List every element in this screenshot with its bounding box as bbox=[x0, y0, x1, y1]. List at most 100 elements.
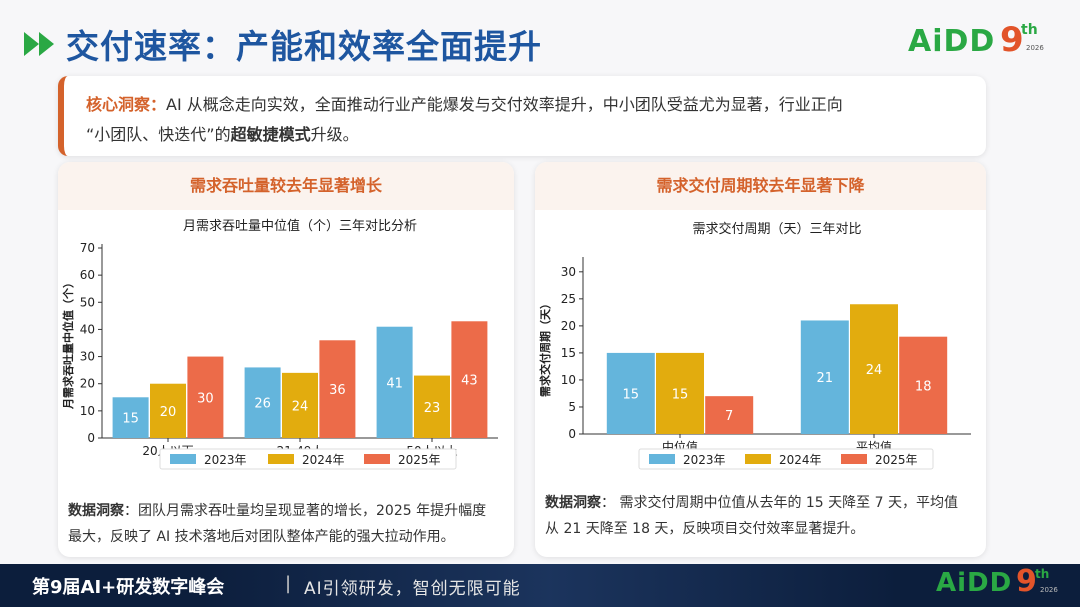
bar bbox=[414, 375, 450, 438]
event-name: 第9届AI+研发数字峰会 bbox=[32, 577, 225, 598]
throughput-card: 需求吞吐量较去年显著增长 月需求吞吐量中位值（个）三年对比分析月需求吞吐量中位值… bbox=[58, 162, 514, 557]
y-tick-label: 70 bbox=[80, 241, 95, 255]
bar bbox=[656, 352, 704, 434]
legend-label: 2024年 bbox=[302, 453, 345, 467]
bar bbox=[150, 383, 186, 438]
footer-separator: | bbox=[285, 573, 292, 594]
legend-label: 2024年 bbox=[779, 453, 822, 467]
logo-nine: 9 bbox=[1016, 564, 1037, 599]
footer-banner: 第9届AI+研发数字峰会 | AI引领研发，智创无限可能 AiDD 9 th 2… bbox=[0, 564, 1080, 607]
throughput-note-line-1: 数据洞察：团队月需求吞吐量均呈现显著的增长，2025 年提升幅度 bbox=[68, 498, 486, 524]
legend-swatch bbox=[170, 454, 196, 464]
logo-text: AiDD bbox=[908, 24, 996, 59]
note-text-2: 最大，反映了 AI 技术落地后对团队整体产能的强大拉动作用。 bbox=[68, 529, 455, 545]
chart-title: 需求交付周期（天）三年对比 bbox=[692, 221, 861, 237]
footer-aidd-logo: AiDD 9 th 2026 bbox=[936, 564, 1066, 604]
aidd-logo: AiDD 9 th 2026 bbox=[908, 20, 1054, 60]
double-arrow-icon bbox=[24, 32, 54, 56]
bar bbox=[899, 336, 948, 434]
legend-label: 2025年 bbox=[875, 453, 918, 467]
y-tick-label: 10 bbox=[561, 373, 576, 387]
bar-data-label: 24 bbox=[292, 399, 309, 414]
insight-text-2a: “小团队、快迭代”的 bbox=[86, 125, 231, 144]
bar bbox=[282, 372, 318, 438]
note-text-1: ： 需求交付周期中位值从去年的 15 天降至 7 天，平均值 bbox=[601, 495, 958, 511]
bar bbox=[705, 396, 754, 434]
bar-data-label: 18 bbox=[915, 379, 932, 394]
logo-text: AiDD bbox=[936, 568, 1013, 598]
bar-data-label: 20 bbox=[160, 405, 177, 420]
y-axis-label: 月需求吞吐量中位值（个） bbox=[61, 277, 75, 410]
bar bbox=[606, 352, 655, 434]
y-tick-label: 40 bbox=[80, 322, 95, 336]
insight-label: 核心洞察： bbox=[86, 95, 167, 114]
bar-data-label: 15 bbox=[672, 387, 689, 402]
chart-title: 月需求吞吐量中位值（个）三年对比分析 bbox=[183, 218, 417, 234]
logo-th: th bbox=[1035, 567, 1050, 581]
bar bbox=[319, 340, 356, 438]
bar-data-label: 24 bbox=[866, 363, 883, 378]
logo-year: 2026 bbox=[1026, 44, 1044, 52]
bar-data-label: 7 bbox=[725, 409, 733, 424]
logo-th: th bbox=[1021, 22, 1038, 38]
cycle-time-heading: 需求交付周期较去年显著下降 bbox=[535, 162, 986, 210]
legend-swatch bbox=[268, 454, 294, 464]
bar bbox=[187, 356, 224, 438]
bar bbox=[850, 304, 898, 434]
y-tick-label: 15 bbox=[561, 346, 576, 360]
legend-swatch bbox=[745, 454, 771, 464]
legend-label: 2023年 bbox=[683, 453, 726, 467]
bar-data-label: 43 bbox=[461, 374, 478, 389]
y-axis-label: 需求交付周期（天） bbox=[538, 298, 552, 397]
logo-year: 2026 bbox=[1040, 586, 1058, 594]
y-tick-label: 30 bbox=[80, 350, 95, 364]
bar-data-label: 15 bbox=[623, 387, 640, 402]
insight-text-2c: 升级。 bbox=[310, 125, 359, 144]
insight-line-2: “小团队、快迭代”的超敏捷模式升级。 bbox=[86, 120, 986, 150]
y-tick-label: 20 bbox=[80, 377, 95, 391]
cycle-time-note: 数据洞察： 需求交付周期中位值从去年的 15 天降至 7 天，平均值 从 21 … bbox=[545, 490, 958, 542]
insight-text-1: AI 从概念走向实效，全面推动行业产能爆发与交付效率提升，中小团队受益尤为显著，… bbox=[166, 95, 843, 114]
y-tick-label: 0 bbox=[568, 427, 576, 441]
note-label: 数据洞察 bbox=[545, 495, 601, 511]
legend-swatch bbox=[649, 454, 675, 464]
insight-emphasis: 超敏捷模式 bbox=[230, 125, 311, 144]
legend-label: 2023年 bbox=[204, 453, 247, 467]
throughput-heading: 需求吞吐量较去年显著增长 bbox=[58, 162, 514, 210]
bar-data-label: 30 bbox=[197, 391, 214, 406]
bar bbox=[376, 326, 413, 438]
legend-label: 2025年 bbox=[398, 453, 441, 467]
insight-line-1: 核心洞察：AI 从概念走向实效，全面推动行业产能爆发与交付效率提升，中小团队受益… bbox=[86, 90, 986, 120]
event-slogan: AI引领研发，智创无限可能 bbox=[304, 579, 521, 599]
logo-nine: 9 bbox=[1000, 20, 1024, 60]
legend-swatch bbox=[841, 454, 867, 464]
y-tick-label: 5 bbox=[568, 400, 576, 414]
note-label: 数据洞察 bbox=[68, 503, 124, 519]
core-insight-box: 核心洞察：AI 从概念走向实效，全面推动行业产能爆发与交付效率提升，中小团队受益… bbox=[58, 76, 986, 156]
legend-swatch bbox=[364, 454, 390, 464]
y-tick-label: 50 bbox=[80, 295, 95, 309]
bar-data-label: 15 bbox=[122, 412, 139, 427]
note-text-2: 从 21 天降至 18 天，反映项目交付效率显著提升。 bbox=[545, 521, 865, 537]
y-tick-label: 20 bbox=[561, 319, 576, 333]
bar-data-label: 26 bbox=[254, 397, 271, 412]
bar-data-label: 41 bbox=[386, 376, 403, 391]
bar bbox=[800, 320, 849, 434]
y-tick-label: 60 bbox=[80, 268, 95, 282]
y-tick-label: 30 bbox=[561, 265, 576, 279]
cycle-time-card: 需求交付周期较去年显著下降 需求交付周期（天）三年对比需求交付周期（天） 0 5 10… bbox=[535, 162, 986, 557]
footer-glow bbox=[200, 564, 900, 607]
cycle-time-note-line-1: 数据洞察： 需求交付周期中位值从去年的 15 天降至 7 天，平均值 bbox=[545, 490, 958, 516]
note-text-1: ：团队月需求吞吐量均呈现显著的增长，2025 年提升幅度 bbox=[124, 503, 487, 519]
page-title: 交付速率：产能和效率全面提升 bbox=[66, 27, 542, 66]
y-tick-label: 25 bbox=[561, 292, 576, 306]
bar bbox=[244, 367, 281, 438]
bar bbox=[112, 397, 149, 438]
y-tick-label: 0 bbox=[87, 431, 95, 445]
bar-data-label: 23 bbox=[424, 401, 441, 416]
bar bbox=[451, 321, 488, 438]
bar-data-label: 21 bbox=[817, 371, 834, 386]
